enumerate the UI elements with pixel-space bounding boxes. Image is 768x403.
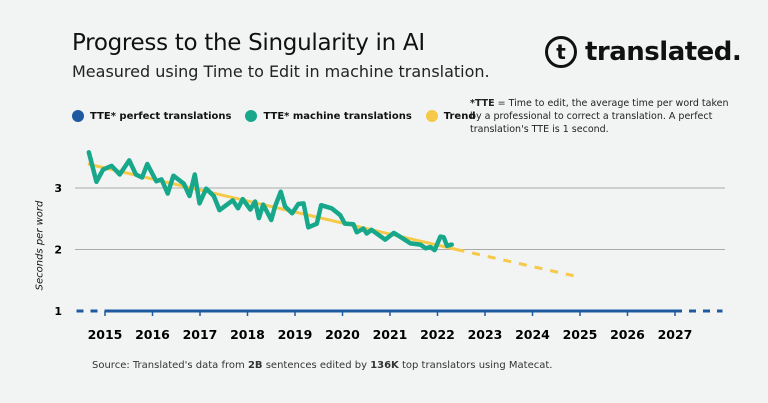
x-tick-label: 2015: [88, 327, 123, 342]
legend-label: TTE* perfect translations: [90, 110, 232, 122]
legend-swatch: [425, 110, 438, 122]
legend-item-trend: Trend: [425, 110, 476, 122]
source-text: sentences edited by: [262, 360, 371, 371]
source-sentences: 2B: [247, 360, 263, 371]
source-text: Source: Translated's data from: [92, 360, 248, 371]
note-term: *TTE: [470, 98, 495, 109]
legend-label: Trend: [443, 110, 476, 122]
y-tick-label: 1: [54, 305, 62, 318]
tte-note: *TTE = Time to edit, the average time pe…: [470, 97, 740, 136]
note-text: = Time to edit, the average time per wor…: [470, 98, 729, 135]
x-tick-label: 2025: [563, 327, 598, 342]
legend-swatch: [72, 110, 84, 122]
x-tick-label: 2026: [610, 327, 645, 342]
logo-t-icon: t: [545, 36, 577, 68]
x-tick-label: 2018: [230, 327, 265, 342]
x-tick-label: 2021: [373, 327, 408, 342]
x-tick-label: 2020: [325, 327, 360, 342]
trend-line-projection: [456, 248, 581, 279]
x-tick-label: 2017: [183, 327, 218, 342]
source-note: Source: Translated's data from 2B senten…: [92, 360, 552, 371]
legend-label: TTE* machine translations: [263, 110, 412, 122]
chart-title: Progress to the Singularity in AI: [72, 30, 425, 56]
x-tick-label: 2019: [278, 327, 313, 342]
y-tick-label: 2: [54, 244, 62, 257]
source-translators: 136K: [370, 360, 399, 371]
x-tick-label: 2023: [468, 327, 503, 342]
x-tick-label: 2027: [658, 327, 693, 342]
legend-item-perfect: TTE* perfect translations: [72, 110, 231, 122]
translated-logo: t translated.: [545, 36, 742, 68]
x-tick-label: 2022: [420, 327, 455, 342]
source-text: top translators using Matecat.: [398, 360, 553, 371]
y-tick-label: 3: [54, 182, 62, 195]
logo-wordmark: translated.: [585, 37, 742, 67]
chart-subtitle: Measured using Time to Edit in machine t…: [72, 62, 490, 81]
legend-swatch: [245, 110, 258, 122]
legend-item-machine: TTE* machine translations: [245, 110, 412, 122]
x-tick-label: 2024: [515, 327, 550, 342]
legend: TTE* perfect translations TTE* machine t…: [72, 110, 475, 122]
x-tick-label: 2016: [135, 327, 170, 342]
machine-translation-line: [86, 150, 454, 253]
